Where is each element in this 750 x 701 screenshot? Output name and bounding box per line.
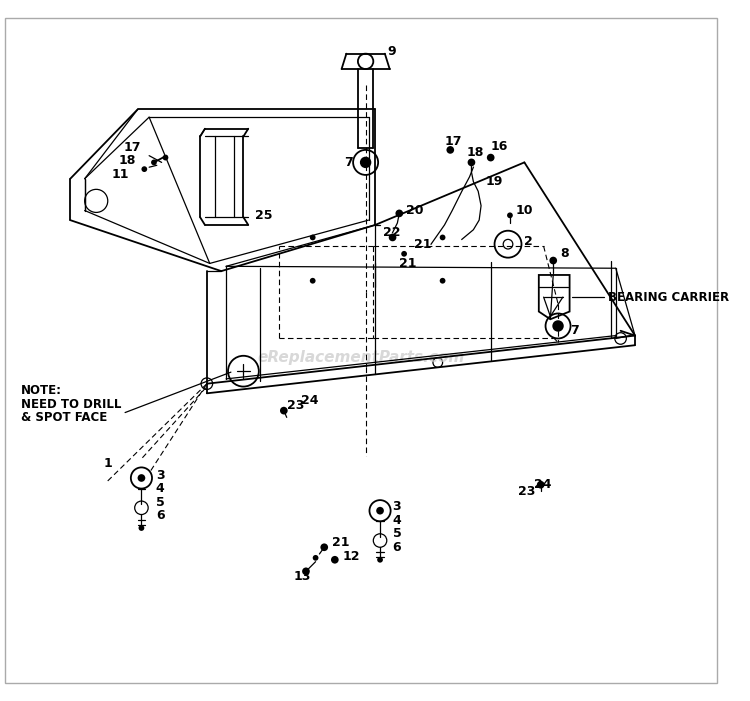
Circle shape xyxy=(151,160,157,165)
Circle shape xyxy=(388,233,397,241)
Text: 17: 17 xyxy=(123,142,141,154)
Circle shape xyxy=(142,166,147,172)
Text: 23: 23 xyxy=(518,485,535,498)
Circle shape xyxy=(440,235,446,240)
Circle shape xyxy=(377,557,383,563)
Text: 7: 7 xyxy=(571,325,579,337)
Text: 6: 6 xyxy=(392,540,401,554)
Circle shape xyxy=(310,235,316,240)
Circle shape xyxy=(139,525,144,531)
Text: 3: 3 xyxy=(392,501,401,513)
Circle shape xyxy=(507,212,513,218)
Circle shape xyxy=(302,568,310,575)
Text: 19: 19 xyxy=(486,175,503,188)
Text: BEARING CARRIER: BEARING CARRIER xyxy=(608,291,729,304)
Text: NOTE:: NOTE: xyxy=(21,384,62,397)
Text: 24: 24 xyxy=(534,478,551,491)
Text: 13: 13 xyxy=(293,570,310,583)
Text: & SPOT FACE: & SPOT FACE xyxy=(21,411,107,424)
Text: 21: 21 xyxy=(332,536,350,549)
Text: 23: 23 xyxy=(286,400,304,412)
Text: 16: 16 xyxy=(490,139,508,153)
Text: 20: 20 xyxy=(406,204,424,217)
Text: 22: 22 xyxy=(383,226,400,239)
Text: 5: 5 xyxy=(156,496,164,508)
Text: 12: 12 xyxy=(343,550,360,564)
Circle shape xyxy=(554,321,562,331)
Text: 21: 21 xyxy=(414,238,431,251)
Circle shape xyxy=(401,251,407,257)
Circle shape xyxy=(550,257,557,264)
Circle shape xyxy=(331,556,339,564)
Text: 1: 1 xyxy=(104,457,112,470)
Text: 4: 4 xyxy=(392,514,401,527)
Circle shape xyxy=(163,155,169,161)
Text: 3: 3 xyxy=(156,468,164,482)
Text: 25: 25 xyxy=(255,209,272,222)
Circle shape xyxy=(361,158,370,168)
Circle shape xyxy=(313,555,319,561)
Circle shape xyxy=(280,407,288,414)
Text: 5: 5 xyxy=(392,527,401,540)
Text: 10: 10 xyxy=(516,204,533,217)
Text: 4: 4 xyxy=(156,482,164,495)
Circle shape xyxy=(446,146,454,154)
Circle shape xyxy=(395,210,404,217)
Text: NEED TO DRILL: NEED TO DRILL xyxy=(21,398,122,411)
Text: 7: 7 xyxy=(344,156,353,169)
Circle shape xyxy=(310,278,316,284)
Text: 18: 18 xyxy=(118,154,136,167)
Text: 6: 6 xyxy=(156,509,164,522)
Text: 18: 18 xyxy=(466,147,484,159)
Circle shape xyxy=(487,154,494,161)
Text: 21: 21 xyxy=(399,257,417,270)
Circle shape xyxy=(376,507,384,515)
Circle shape xyxy=(137,474,146,482)
Text: 8: 8 xyxy=(560,247,568,260)
Text: 9: 9 xyxy=(388,46,396,58)
Circle shape xyxy=(440,278,446,284)
Circle shape xyxy=(320,543,328,551)
Text: 17: 17 xyxy=(445,135,462,148)
Text: 24: 24 xyxy=(302,393,319,407)
Circle shape xyxy=(467,158,476,166)
Text: 2: 2 xyxy=(524,235,533,247)
Text: eReplacementParts.com: eReplacementParts.com xyxy=(257,350,464,365)
Text: 11: 11 xyxy=(112,168,129,182)
Circle shape xyxy=(537,481,544,489)
